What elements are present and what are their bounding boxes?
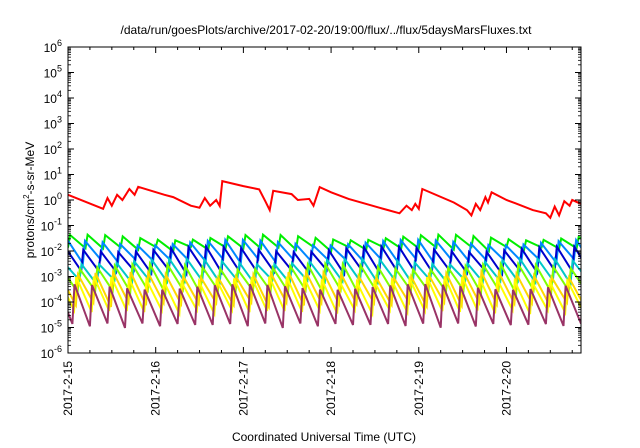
series-line (68, 179, 581, 220)
chart-title: /data/run/goesPlots/archive/2017-02-20/1… (121, 23, 533, 37)
y-tick-label: 106 (44, 38, 62, 55)
y-tick-label: 102 (44, 140, 62, 157)
x-tick-label: 2017-2-18 (324, 361, 338, 416)
y-tick-label: 10-2 (41, 242, 62, 259)
x-axis: 2017-2-15 2017-2-16 2017-2-17 2017-2-18 2017… (61, 47, 573, 416)
x-tick-label: 2017-2-15 (61, 361, 75, 416)
y-tick-label: 10-3 (41, 268, 62, 285)
y-tick-label: 101 (44, 166, 62, 183)
y-tick-label: 100 (44, 191, 62, 208)
y-tick-label: 10-1 (41, 217, 62, 234)
x-tick-label: 2017-2-17 (236, 361, 250, 416)
series-line (68, 273, 581, 318)
series-line (68, 268, 581, 311)
x-tick-label: 2017-2-20 (499, 361, 513, 416)
series-line (68, 283, 581, 329)
y-axis-label: protons/cm2-s-sr-MeV (22, 142, 37, 258)
x-axis-label: Coordinated Universal Time (UTC) (232, 430, 416, 444)
y-tick-label: 103 (44, 115, 62, 132)
y-tick-label: 10-5 (41, 319, 62, 336)
y-tick-label: 10-6 (41, 344, 62, 361)
series-line (68, 232, 581, 254)
y-tick-label: 105 (44, 64, 62, 81)
series-layer (68, 179, 581, 329)
y-axis: 10-6 10-5 10-4 10-3 10-2 10-1 100 101 102 103 104 1… (41, 38, 581, 361)
y-tick-label: 104 (44, 89, 62, 106)
y-tick-label: 10-4 (41, 293, 62, 310)
x-tick-label: 2017-2-19 (412, 361, 426, 416)
x-tick-label: 2017-2-16 (149, 361, 163, 416)
